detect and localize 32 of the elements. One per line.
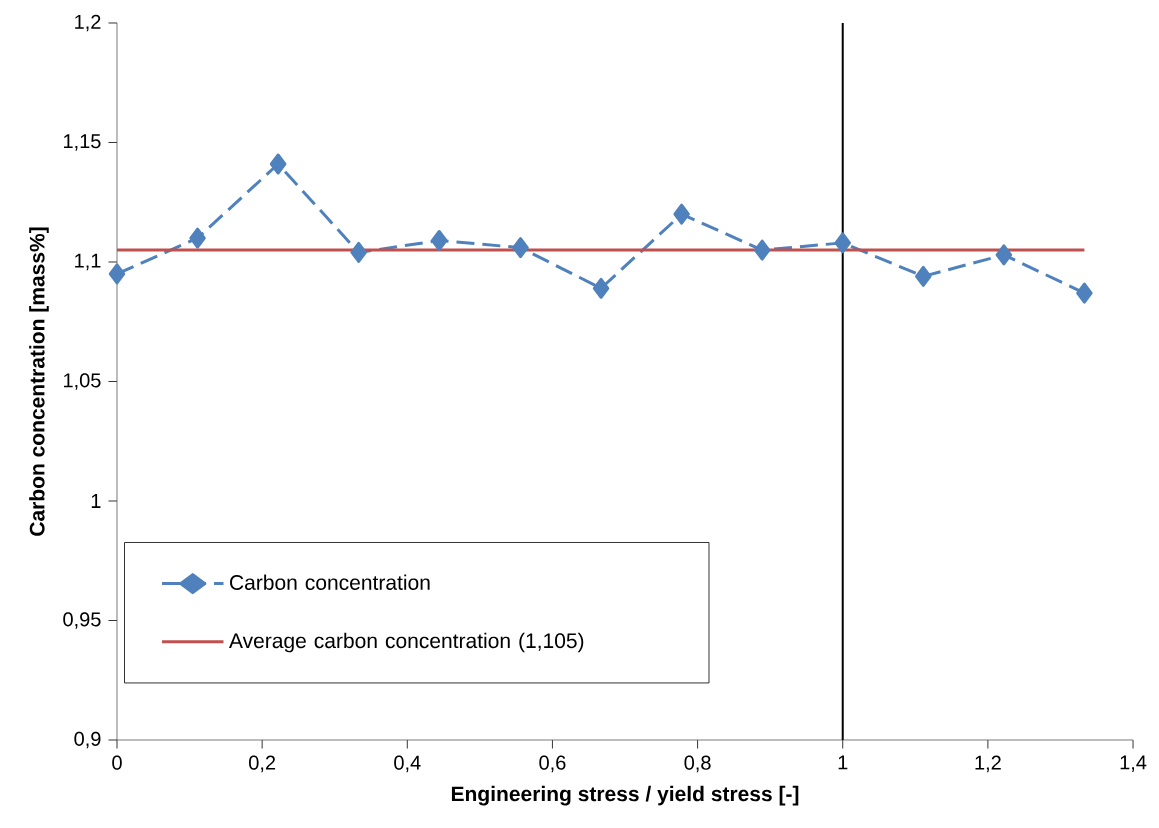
point — [189, 227, 206, 249]
x-tick-label: 1,4 — [1120, 755, 1147, 772]
point — [108, 263, 126, 285]
y-tick-label: 1,15 — [64, 134, 101, 151]
point — [915, 265, 932, 287]
x-tick-label: 0,8 — [684, 755, 711, 773]
point — [673, 203, 690, 225]
y-tick-label: 1,05 — [64, 373, 101, 390]
y-tick-label: 0,9 — [74, 731, 101, 749]
x-tick-label: 0,2 — [249, 755, 276, 773]
point — [592, 277, 610, 299]
point — [269, 153, 287, 175]
y-tick-label: 0,95 — [63, 612, 101, 629]
point — [995, 244, 1013, 266]
point — [1076, 282, 1093, 304]
legend-label: Average carbon concentration (1,105) — [229, 632, 584, 653]
x-tick-label: 0,4 — [394, 755, 421, 773]
y-axis-title: Carbon concentration [mass%] — [29, 227, 49, 536]
x-tick-label: 1,2 — [975, 755, 1001, 773]
point — [753, 239, 771, 261]
point — [430, 229, 448, 251]
point — [512, 237, 529, 259]
legend-label: Carbon concentration — [230, 574, 430, 590]
y-tick-label: 1,2 — [75, 14, 101, 32]
x-axis-title: Engineering stress / yield stress [-] — [451, 785, 799, 806]
y-tick-label: 1,1 — [75, 253, 101, 271]
x-tick-label: 0 — [112, 755, 122, 770]
point — [350, 241, 367, 263]
x-tick-label: 0,6 — [539, 755, 566, 773]
x-tick-label: 1 — [838, 755, 848, 770]
y-tick-label: 1 — [91, 494, 101, 508]
point — [834, 232, 851, 254]
